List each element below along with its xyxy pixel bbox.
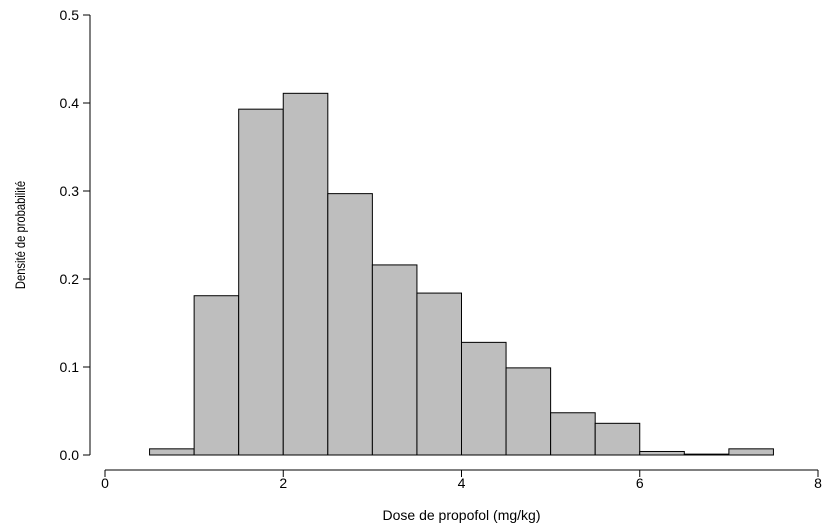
histogram-bar [728, 448, 774, 456]
y-tick-label: 0.2 [60, 271, 80, 287]
histogram-bar [594, 422, 641, 456]
histogram-bar [550, 412, 596, 456]
y-tick-label: 0.0 [60, 447, 80, 463]
histogram-bar [193, 295, 240, 456]
histogram-bar [149, 448, 195, 456]
x-tick-label: 4 [458, 475, 466, 491]
y-tick-label: 0.4 [60, 95, 80, 111]
histogram-bar [461, 341, 507, 456]
histogram-bars [149, 92, 774, 456]
x-tick-label: 0 [101, 475, 109, 491]
histogram-bar [505, 367, 552, 456]
x-tick-label: 8 [814, 475, 822, 491]
y-tick-label: 0.5 [60, 7, 80, 23]
axes: 0.0 0.1 0.2 0.3 0.4 0.5 0 2 4 6 8 [60, 7, 823, 491]
y-axis-ticks: 0.0 0.1 0.2 0.3 0.4 0.5 [60, 7, 90, 463]
histogram-bar [282, 92, 329, 456]
histogram-bar [683, 453, 730, 456]
x-axis-label: Dose de propofol (mg/kg) [383, 507, 541, 523]
x-axis-ticks: 0 2 4 6 8 [101, 470, 822, 491]
histogram-bar [416, 292, 462, 456]
x-tick-label: 6 [636, 475, 644, 491]
x-tick-label: 2 [279, 475, 287, 491]
histogram-bar [639, 450, 685, 456]
histogram-bar [327, 193, 373, 456]
y-axis-label: Densité de probabilité [13, 181, 28, 289]
histogram-bar [238, 108, 284, 456]
y-tick-label: 0.1 [60, 359, 80, 375]
histogram-bar [371, 264, 418, 456]
y-tick-label: 0.3 [60, 183, 80, 199]
